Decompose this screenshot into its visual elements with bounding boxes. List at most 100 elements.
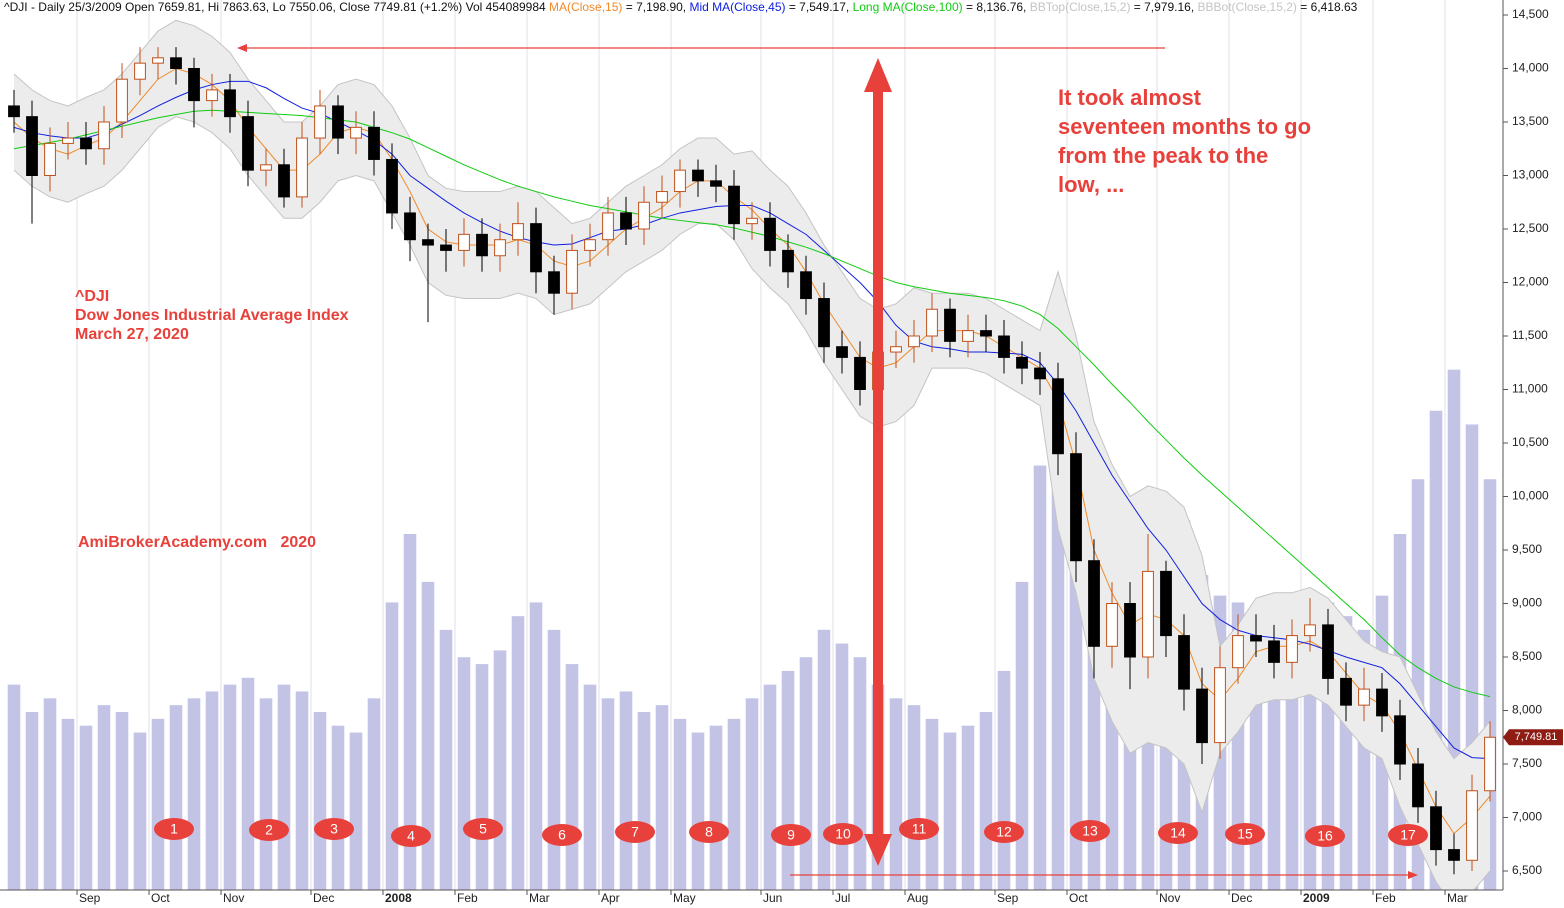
volume-bar (925, 718, 939, 890)
month-marker (542, 824, 582, 846)
header-info: ^DJI - Daily 25/3/2009 Open 7659.81, Hi … (4, 0, 546, 14)
volume-bar (169, 705, 183, 890)
candle-body (638, 201, 650, 230)
volume-bar (727, 718, 741, 890)
volume-bar (907, 705, 921, 890)
volume-bar (853, 657, 867, 890)
candle-body (314, 105, 326, 139)
candle-body (530, 223, 542, 273)
candle-body (1286, 635, 1298, 663)
month-marker-label: 6 (558, 827, 566, 843)
ma-line (13, 116, 1491, 890)
volume-bar (817, 629, 831, 890)
x-tick-label: Mar (529, 891, 550, 905)
volume-bar (979, 712, 993, 890)
arrow-vertical (873, 88, 883, 838)
legend-value: = 7,198.90, (626, 0, 686, 14)
month-marker (1388, 824, 1428, 846)
y-tick-label: 11,500 (1512, 328, 1548, 342)
volume-bar (367, 698, 381, 890)
volume-bar (241, 677, 255, 890)
month-marker-label: 4 (407, 828, 415, 844)
y-tick-label: 6,500 (1512, 863, 1542, 877)
candle-body (890, 346, 902, 353)
candle-body (494, 239, 506, 257)
candle-body (584, 239, 596, 251)
volume-bar (295, 691, 309, 890)
month-marker-label: 14 (1170, 825, 1186, 841)
y-tick-label: 12,000 (1512, 275, 1549, 289)
volume-bar (223, 684, 237, 890)
candle-body (368, 126, 380, 160)
watermark: AmiBrokerAcademy.com 2020 (78, 534, 316, 551)
candle-body (1484, 736, 1496, 792)
y-tick-label: 9,500 (1512, 542, 1542, 556)
candle-body (1448, 849, 1460, 861)
candle-body (962, 330, 974, 342)
price-flag (1503, 729, 1563, 746)
candle-body (62, 137, 74, 144)
volume-bar (277, 684, 291, 890)
volume-bar (421, 581, 435, 890)
x-tick-label: Oct (1069, 891, 1088, 905)
month-marker (1305, 825, 1345, 847)
candle-body (1430, 806, 1442, 851)
candle-body (1358, 688, 1370, 706)
y-tick-label: 10,500 (1512, 435, 1549, 449)
arrow-head (864, 58, 892, 92)
candle-body (926, 308, 938, 337)
candle-body (224, 89, 236, 118)
y-tick-label: 8,000 (1512, 703, 1542, 717)
x-tick-label: Mar (1447, 891, 1468, 905)
volume-bar (187, 698, 201, 890)
month-marker-label: 9 (787, 827, 795, 843)
candle-body (854, 356, 866, 390)
candle-body (134, 62, 146, 80)
month-marker (984, 821, 1024, 843)
volume-bar (97, 705, 111, 890)
y-tick-label: 11,000 (1512, 382, 1548, 396)
candle-body (944, 308, 956, 342)
month-marker (689, 821, 729, 843)
candle-body (1178, 635, 1190, 690)
candle-body (674, 169, 686, 193)
volume-bar (961, 725, 975, 890)
x-tick-label: Feb (1375, 891, 1396, 905)
volume-bar (943, 732, 957, 890)
volume-bar (115, 712, 129, 890)
candle-body (548, 271, 560, 294)
candle-body (296, 137, 308, 198)
index-info: ^DJI (75, 288, 109, 305)
x-tick-label: Aug (907, 891, 928, 905)
volume-bar (835, 643, 849, 890)
volume-bar (601, 698, 615, 890)
volume-bar (61, 718, 75, 890)
candle-body (1016, 356, 1028, 369)
candle-body (206, 89, 218, 102)
index-info: March 27, 2020 (75, 326, 189, 343)
volume-bar (565, 664, 579, 890)
candle-body (458, 233, 470, 251)
y-tick-label: 9,000 (1512, 596, 1542, 610)
candle-body (764, 217, 776, 251)
volume-bar (493, 650, 507, 890)
legend-name: MA(Close,15) (549, 0, 622, 14)
month-marker-label: 3 (330, 821, 338, 837)
candle-body (1160, 570, 1172, 637)
volume-bar (637, 712, 651, 890)
candle-body (1232, 635, 1244, 669)
candle-body (44, 142, 56, 176)
candle-body (1052, 378, 1064, 455)
volume-bar (1267, 650, 1281, 890)
month-marker (771, 824, 811, 846)
candle-body (512, 223, 524, 241)
volume-bar (403, 534, 417, 890)
candle-body (1322, 624, 1334, 679)
candle-body (80, 137, 92, 150)
candle-body (386, 158, 398, 214)
y-tick-label: 7,000 (1512, 810, 1542, 824)
candle-layer (8, 47, 1496, 875)
volume-bar (1033, 465, 1047, 890)
month-marker (1158, 822, 1198, 844)
legend-value: = 8,136.76, (966, 0, 1026, 14)
